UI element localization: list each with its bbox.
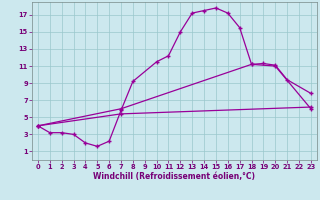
X-axis label: Windchill (Refroidissement éolien,°C): Windchill (Refroidissement éolien,°C) [93,172,255,181]
